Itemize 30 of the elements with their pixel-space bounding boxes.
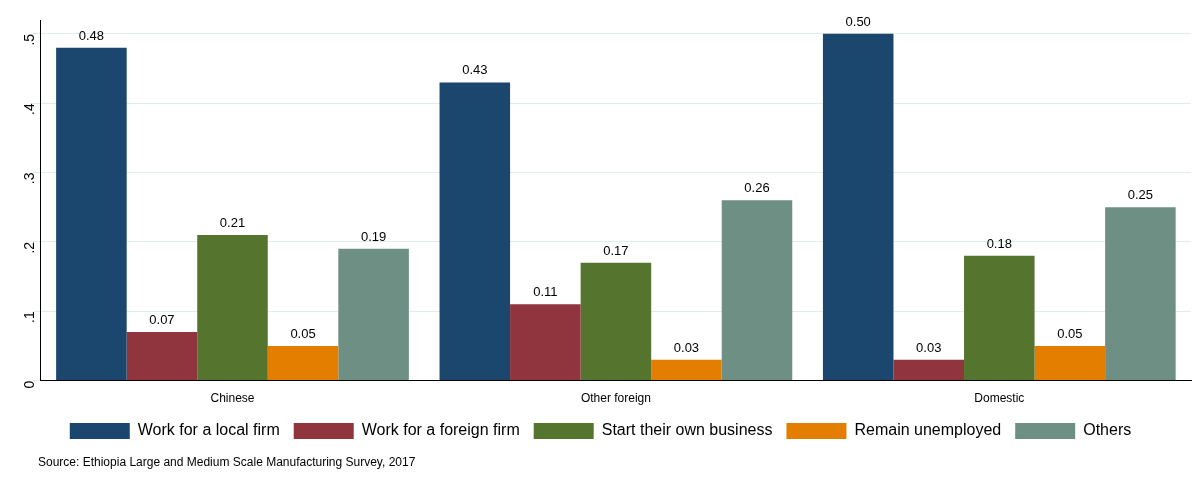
data-label: 0.17 (603, 242, 629, 258)
legend-label: Work for a local firm (137, 421, 280, 439)
data-label: 0.50 (845, 13, 871, 29)
data-label: 0.03 (916, 339, 942, 355)
data-label: 0.26 (744, 180, 770, 196)
y-tick-label: .2 (20, 241, 37, 254)
data-label: 0.18 (986, 235, 1012, 251)
y-tick-label: .4 (20, 103, 37, 115)
data-label: 0.25 (1127, 187, 1154, 203)
x-tick-label: Other foreign (580, 391, 651, 406)
y-tick-label: .5 (20, 33, 37, 46)
data-label: 0.05 (1057, 326, 1083, 342)
y-tick-label: .3 (20, 172, 37, 185)
data-label: 0.03 (673, 339, 700, 355)
data-label: 0.43 (462, 62, 488, 78)
y-tick-label: 0 (20, 380, 37, 389)
legend-label: Work for a foreign firm (361, 421, 520, 439)
legend-label: Start their own business (601, 421, 773, 439)
y-tick-label: .1 (20, 311, 37, 323)
x-tick-label: Domestic (974, 391, 1025, 406)
x-tick-label: Chinese (210, 391, 255, 406)
data-label: 0.48 (78, 27, 105, 43)
data-label: 0.19 (360, 228, 387, 244)
data-label: 0.11 (533, 284, 558, 300)
data-label: 0.05 (290, 326, 316, 342)
source-note: Source: Ethiopia Large and Medium Scale Manufacturing Survey, 2017 (38, 455, 416, 470)
legend-label: Remain unemployed (854, 421, 1002, 439)
data-label: 0.21 (219, 215, 246, 231)
data-label: 0.07 (149, 312, 175, 328)
legend-label: Others (1083, 421, 1132, 439)
